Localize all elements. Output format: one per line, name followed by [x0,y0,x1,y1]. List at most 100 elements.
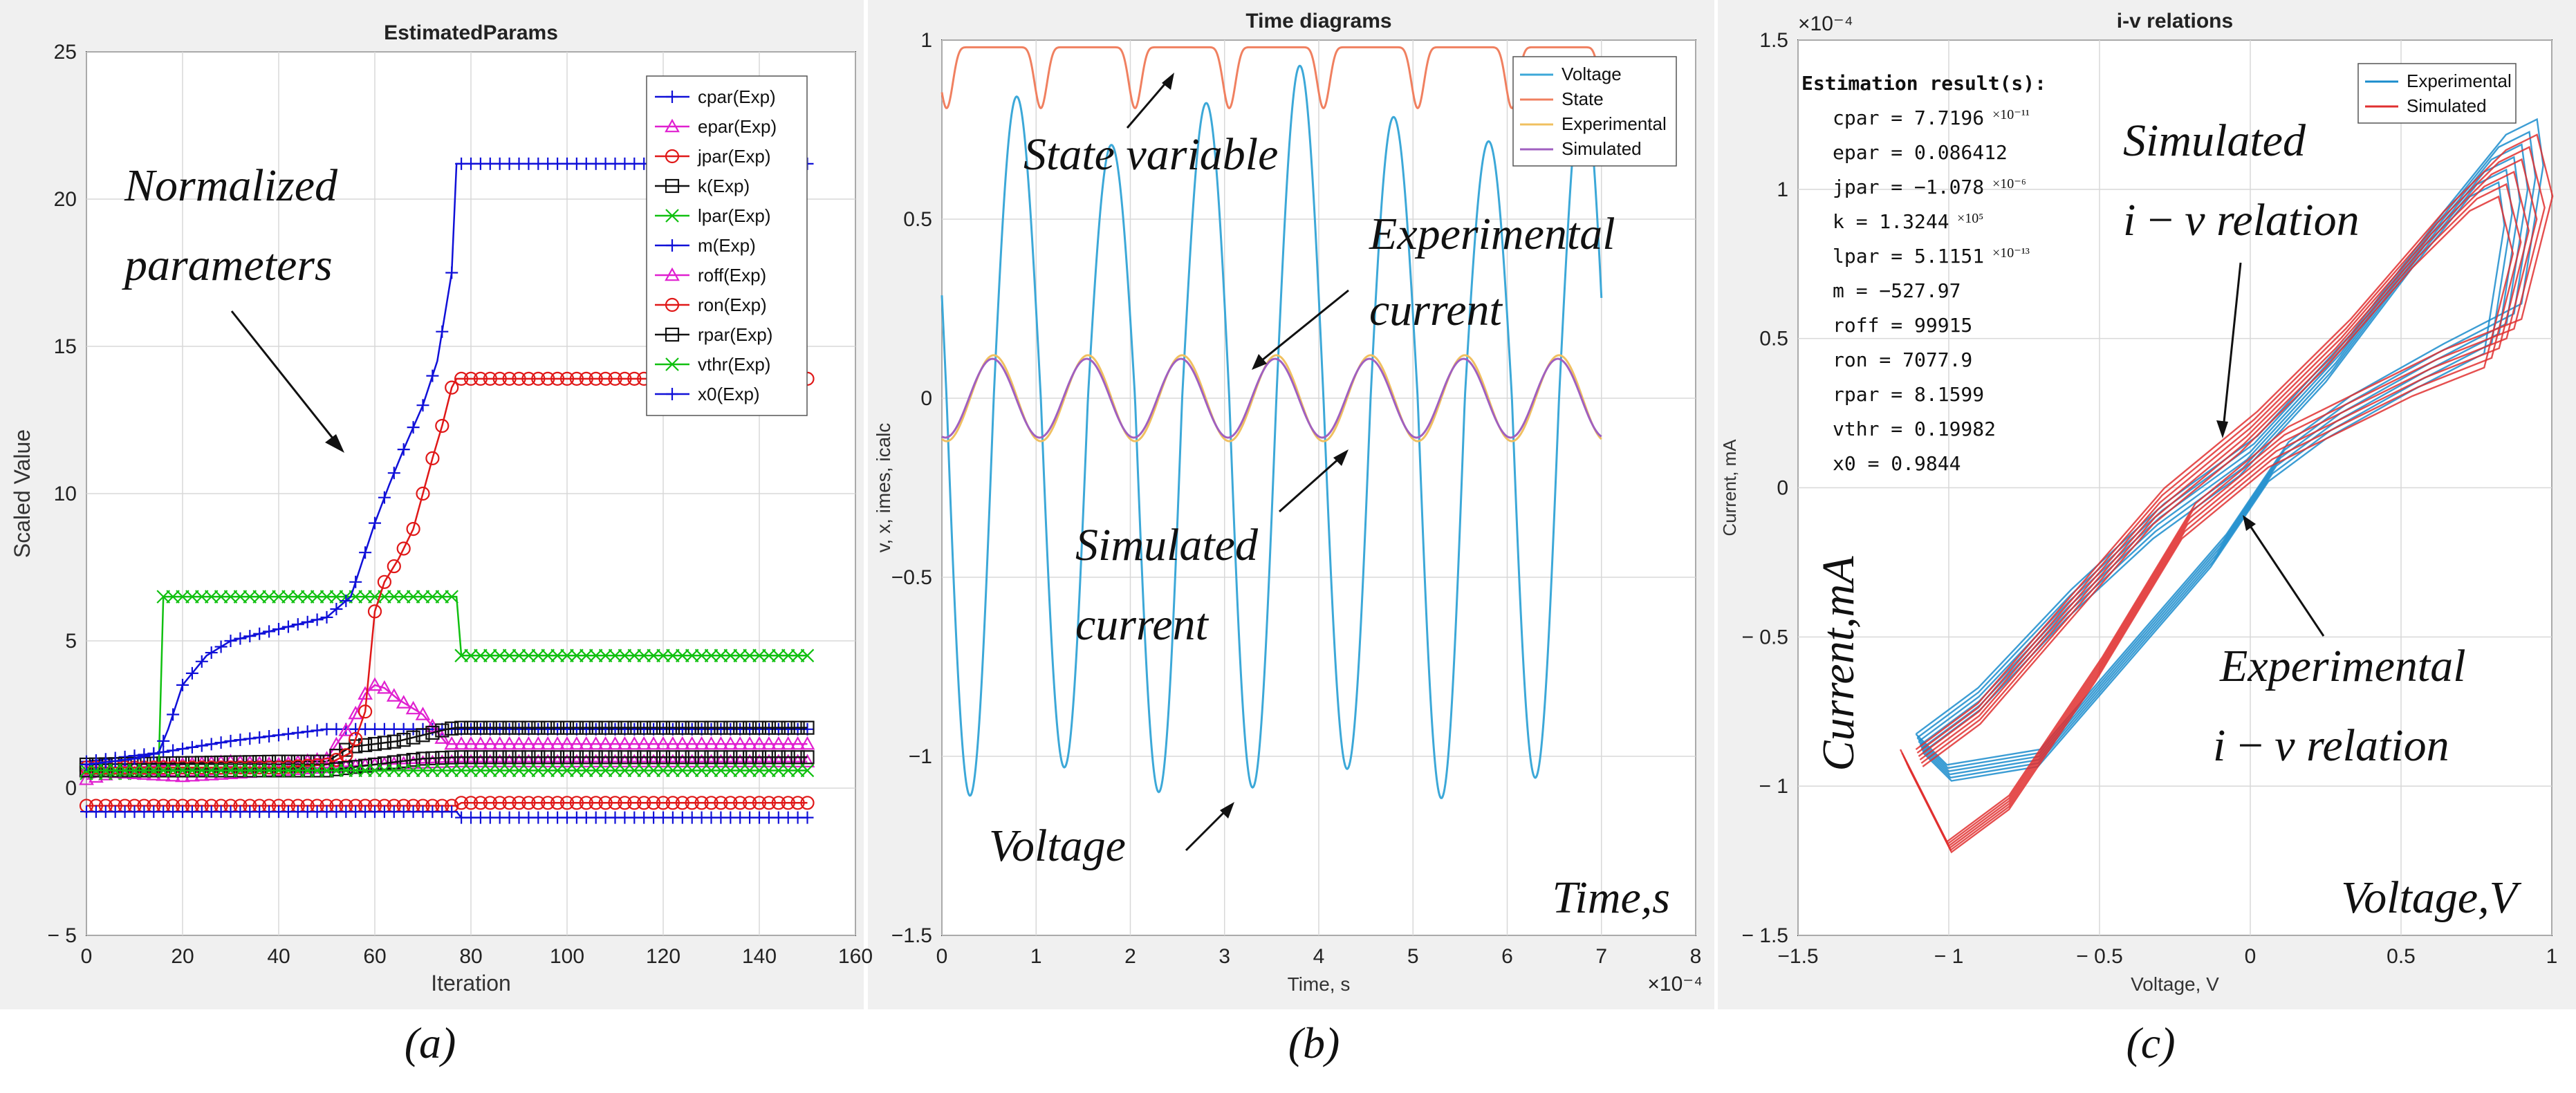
y-tick-label: 5 [65,630,77,653]
circle-marker [463,796,479,810]
x-marker [608,648,622,663]
square-marker [396,754,411,768]
circle-marker [733,796,748,810]
plus-marker [426,369,439,382]
x-marker [185,763,199,778]
annotation-simulated: Simulated [2123,115,2306,166]
triangle-marker [386,688,402,702]
triangle-marker [454,736,469,750]
triangle-marker [569,736,584,750]
square-marker [627,720,642,735]
square-marker [329,762,344,776]
series-mexp [80,805,814,824]
square-marker [723,750,738,765]
circle-marker [521,371,536,386]
square-marker [425,725,440,740]
x-marker [502,763,517,778]
legend-label: Simulated [1562,138,1642,159]
x-marker [214,763,228,778]
y-tick-label: 25 [54,41,77,64]
estimation-row: cpar = 7.7196 [1833,106,1984,129]
plus-marker [167,744,180,757]
annotation-arrowhead [2243,515,2256,531]
square-marker [406,753,420,767]
y-axis-label: Scaled Value [10,429,35,558]
grid [1797,39,2552,936]
triangle-marker [665,736,680,750]
x-tick-label: 40 [267,945,290,968]
circle-marker [521,796,536,810]
square-marker [714,750,728,765]
x-marker [618,648,632,663]
x-marker [185,590,199,604]
x-marker [156,590,170,604]
triangle-marker [780,736,796,750]
plus-marker [387,467,400,480]
square-marker [598,720,613,735]
annotation-current-2: current [1075,599,1210,650]
x-marker [319,763,334,778]
plus-marker [214,736,228,749]
x-marker [570,763,584,778]
x-tick-label: 80 [459,945,482,968]
x-tick-label: 120 [646,945,680,968]
x-marker [406,590,420,604]
triangle-marker [799,736,815,750]
x-marker [647,648,660,663]
x-tick-label: 8 [1690,945,1702,968]
square-marker [656,750,671,765]
annotation-arrowhead [2216,420,2228,438]
square-marker [559,720,575,735]
circle-marker [790,796,805,810]
y-tick-label: 20 [54,188,77,211]
x-tick-label: 160 [838,945,873,968]
square-marker [358,758,373,773]
annotation-arrow-line [1279,455,1342,513]
circle-marker [781,796,795,810]
square-marker [579,750,593,765]
loop-curve [1907,195,2514,854]
circle-marker [492,796,507,810]
x-marker [349,763,362,778]
x-marker [714,763,728,778]
caption-b: (b) [1288,1018,1340,1067]
square-marker [492,750,507,765]
square-marker [733,750,748,765]
chart-title: i-v relations [2117,10,2233,32]
square-marker [569,750,584,765]
circle-marker [550,796,565,810]
square-marker [723,720,738,735]
square-marker [598,750,613,765]
square-marker [704,750,719,765]
circle-marker [531,796,546,810]
circle-marker [473,371,488,386]
x-tick-label: 140 [742,945,777,968]
x-marker [676,648,689,663]
square-marker [454,720,469,735]
x-marker [656,763,670,778]
square-marker [559,750,575,765]
x-axis-label: Voltage, V [2131,973,2219,995]
plus-marker [301,615,314,628]
annotation-experimental: Experimental [2219,641,2466,691]
x-marker [714,648,728,663]
x-marker [550,648,564,663]
caption-a: (a) [405,1018,456,1067]
square-marker [416,751,430,766]
plus-marker [147,747,160,760]
x-tick-label: 3 [1218,945,1230,968]
x-marker [445,763,458,778]
circle-marker [742,796,757,810]
y-tick-label: −1.5 [891,924,932,947]
x-marker [733,648,747,663]
plus-marker [272,729,285,742]
circle-marker [637,796,651,810]
x-marker [435,590,450,604]
circle-marker [714,796,728,810]
square-marker [512,750,526,765]
x-marker [378,763,391,778]
square-marker [579,720,593,735]
circle-marker [377,574,392,589]
x-tick-label: − 0.5 [2076,945,2123,968]
